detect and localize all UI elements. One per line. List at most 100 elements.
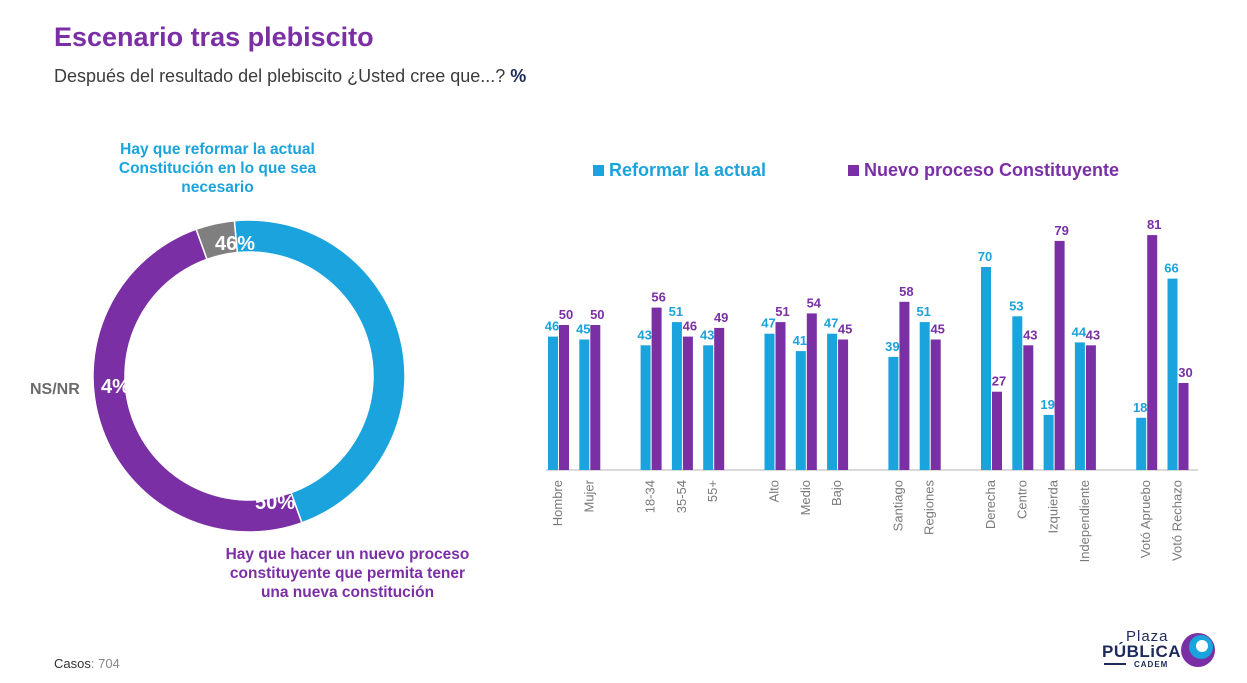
bar-nuevo-proceso-35-54 xyxy=(682,336,693,470)
donut-label-reformar: Hay que reformar la actual Constitución … xyxy=(118,141,317,196)
legend-label-reformar: Reformar la actual xyxy=(609,160,767,180)
data-label-reformar-Bajo: 47 xyxy=(824,316,838,331)
data-label-nuevo-proceso-55+: 49 xyxy=(714,310,728,325)
legend-swatch-reformar xyxy=(593,165,604,176)
logo-divider xyxy=(1104,663,1126,665)
x-tick-label-Derecha: Derecha xyxy=(983,479,998,529)
subtitle-text: Después del resultado del plebiscito ¿Us… xyxy=(54,66,506,86)
logo-text-plaza: Plaza xyxy=(1126,628,1169,645)
x-tick-label-Santiago: Santiago xyxy=(890,480,905,531)
bar-nuevo-proceso-Medio xyxy=(806,313,817,470)
donut-label-nuevo-proceso: Hay que hacer un nuevo proceso constituy… xyxy=(225,546,470,601)
bar-reformar-Centro xyxy=(1012,316,1023,470)
legend-label-nuevo-proceso: Nuevo proceso Constituyente xyxy=(864,160,1120,180)
data-label-reformar-Alto: 47 xyxy=(761,316,775,331)
data-label-nuevo-proceso-18-34: 56 xyxy=(651,290,665,305)
data-label-nuevo-proceso-Centro: 43 xyxy=(1023,327,1037,342)
data-label-nuevo-proceso-Bajo: 45 xyxy=(838,322,852,337)
bar-nuevo-proceso-Votó Apruebo xyxy=(1147,235,1158,470)
data-label-nuevo-proceso-Alto: 51 xyxy=(775,304,789,319)
x-tick-label-Regiones: Regiones xyxy=(922,480,937,535)
data-label-nuevo-proceso-Independiente: 43 xyxy=(1086,327,1100,342)
plaza-publica-cadem-logo: Plaza PÚBLiCA CADEM xyxy=(1100,628,1225,673)
data-label-reformar-Regiones: 51 xyxy=(916,304,930,319)
x-tick-label-55+: 55+ xyxy=(705,480,720,502)
x-tick-label-Centro: Centro xyxy=(1014,480,1029,519)
x-tick-label-18-34: 18-34 xyxy=(643,480,658,513)
bar-nuevo-proceso-Bajo xyxy=(838,339,849,470)
legend-item-nuevo-proceso: Nuevo proceso Constituyente xyxy=(848,160,1119,181)
donut-slice-reformar xyxy=(233,219,406,524)
bar-reformar-Izquierda xyxy=(1043,414,1054,470)
donut-slice-nsnr xyxy=(195,219,239,261)
donut-label-nsnr: NS/NR xyxy=(30,381,80,398)
x-tick-label-Hombre: Hombre xyxy=(550,480,565,526)
data-label-nuevo-proceso-Medio: 54 xyxy=(807,295,822,310)
data-label-nuevo-proceso-Votó Apruebo: 81 xyxy=(1147,217,1161,232)
bar-nuevo-proceso-Votó Rechazo xyxy=(1178,383,1189,470)
logo-bubble-icon xyxy=(1181,633,1215,667)
logo-text-cadem: CADEM xyxy=(1134,660,1169,669)
bar-nuevo-proceso-Derecha xyxy=(992,391,1002,470)
donut-chart xyxy=(92,219,406,533)
x-tick-label-Medio: Medio xyxy=(798,480,813,515)
bar-reformar-Santiago xyxy=(888,356,899,470)
data-label-reformar-55+: 43 xyxy=(700,327,714,342)
bar-reformar-Regiones xyxy=(919,322,930,470)
bar-reformar-55+ xyxy=(703,345,714,470)
bar-reformar-35-54 xyxy=(671,322,682,470)
x-tick-label-35-54: 35-54 xyxy=(674,480,689,513)
subtitle-unit: % xyxy=(510,66,527,86)
bar-reformar-Bajo xyxy=(827,333,838,470)
bar-nuevo-proceso-Izquierda xyxy=(1054,240,1065,470)
data-label-nuevo-proceso-Regiones: 45 xyxy=(930,322,944,337)
bar-reformar-Votó Rechazo xyxy=(1167,278,1178,470)
donut-pct-nsnr: 4% xyxy=(101,376,130,398)
bar-reformar-Independiente xyxy=(1074,342,1085,470)
bar-reformar-Medio xyxy=(795,351,806,470)
bar-reformar-Derecha xyxy=(981,267,991,470)
data-label-nuevo-proceso-Izquierda: 79 xyxy=(1054,223,1068,238)
data-label-nuevo-proceso-Votó Rechazo: 30 xyxy=(1178,365,1192,380)
x-tick-label-Votó Rechazo: Votó Rechazo xyxy=(1170,480,1185,561)
data-label-reformar-Centro: 53 xyxy=(1009,298,1023,313)
page-subtitle: Después del resultado del plebiscito ¿Us… xyxy=(54,66,526,87)
casos-label: Casos xyxy=(54,656,91,671)
data-label-reformar-18-34: 43 xyxy=(637,327,651,342)
bar-reformar-Votó Apruebo xyxy=(1136,417,1147,470)
casos-footer: Casos: 704 xyxy=(54,656,120,671)
bar-nuevo-proceso-Independiente xyxy=(1085,345,1096,470)
data-label-reformar-Mujer: 45 xyxy=(576,322,590,337)
legend-item-reformar: Reformar la actual xyxy=(593,160,766,181)
data-label-reformar-Derecha: 70 xyxy=(978,249,992,264)
data-label-nuevo-proceso-Hombre: 50 xyxy=(559,307,573,322)
bar-reformar-Hombre xyxy=(548,336,558,470)
legend-swatch-nuevo-proceso xyxy=(848,165,859,176)
x-tick-label-Izquierda: Izquierda xyxy=(1046,479,1061,533)
donut-slice-nuevo-proceso xyxy=(92,228,303,533)
data-label-nuevo-proceso-35-54: 46 xyxy=(683,319,697,334)
bar-nuevo-proceso-Centro xyxy=(1023,345,1034,470)
data-label-reformar-Medio: 41 xyxy=(793,333,807,348)
bar-nuevo-proceso-Hombre xyxy=(559,325,569,470)
x-tick-label-Mujer: Mujer xyxy=(581,479,596,512)
data-label-reformar-Hombre: 46 xyxy=(545,319,559,334)
data-label-nuevo-proceso-Mujer: 50 xyxy=(590,307,604,322)
data-label-reformar-Votó Apruebo: 18 xyxy=(1133,400,1147,415)
page-title: Escenario tras plebiscito xyxy=(54,22,374,52)
data-label-nuevo-proceso-Derecha: 27 xyxy=(992,374,1006,389)
bar-reformar-Alto xyxy=(764,333,775,470)
data-label-nuevo-proceso-Santiago: 58 xyxy=(899,284,913,299)
data-label-reformar-Votó Rechazo: 66 xyxy=(1164,261,1178,276)
data-label-reformar-Santiago: 39 xyxy=(885,339,899,354)
data-label-reformar-Independiente: 44 xyxy=(1072,324,1087,339)
bar-nuevo-proceso-Alto xyxy=(775,322,786,470)
bar-nuevo-proceso-Regiones xyxy=(930,339,941,470)
data-label-reformar-Izquierda: 19 xyxy=(1040,397,1054,412)
x-tick-label-Alto: Alto xyxy=(767,480,782,502)
donut-pct-reformar: 46% xyxy=(215,233,256,255)
donut-pct-nuevo-proceso: 50% xyxy=(255,492,296,514)
x-tick-label-Bajo: Bajo xyxy=(829,480,844,506)
bar-nuevo-proceso-Mujer xyxy=(590,325,601,470)
x-tick-label-Independiente: Independiente xyxy=(1077,480,1092,562)
